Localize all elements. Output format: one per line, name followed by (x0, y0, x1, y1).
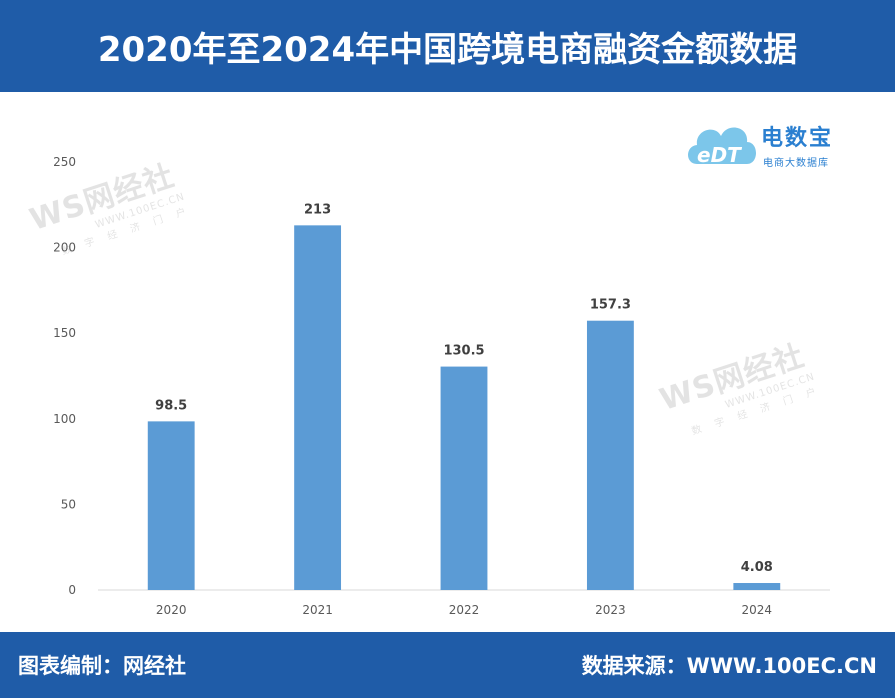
x-tick-label-2023: 2023 (595, 603, 626, 617)
bar-2024 (733, 583, 781, 590)
x-tick-label-2021: 2021 (302, 603, 333, 617)
bar-chart: 0 50 100 150 200 250 98.5 2020 213 2021 130.5 2022 1… (53, 155, 830, 617)
y-tick-label: 200 (53, 241, 76, 255)
x-tick-label-2024: 2024 (742, 603, 773, 617)
data-label-2022: 130.5 (443, 344, 484, 359)
data-label-2023: 157.3 (590, 298, 631, 313)
y-tick-label: 150 (53, 326, 76, 340)
data-label-2020: 98.5 (155, 398, 187, 413)
bar-2023 (586, 320, 634, 590)
y-tick-label: 250 (53, 155, 76, 169)
y-tick-label: 50 (61, 497, 76, 511)
logo-mark: eDT (697, 143, 742, 167)
bar-2020 (147, 421, 195, 590)
chart-header: 2020年至2024年中国跨境电商融资金额数据 (0, 0, 895, 92)
logo-subtitle: 电商大数据库 (763, 158, 829, 169)
x-tick-label-2020: 2020 (156, 603, 187, 617)
bar-2021 (294, 225, 342, 590)
y-tick-label: 0 (68, 583, 76, 597)
data-label-2024: 4.08 (741, 560, 773, 575)
chart-area: 0 50 100 150 200 250 98.5 2020 213 2021 130.5 2022 1… (0, 92, 895, 632)
cloud-logo-icon: eDT (688, 127, 756, 167)
footer-compiled-by: 图表编制：网经社 (18, 654, 186, 678)
y-tick-label: 100 (53, 412, 76, 426)
edt-logo: eDT 电数宝 电商大数据库 (683, 108, 875, 180)
chart-footer: 图表编制：网经社 数据来源：WWW.100EC.CN (0, 632, 895, 698)
logo-name: 电数宝 (761, 126, 834, 151)
data-label-2021: 213 (304, 202, 331, 217)
chart-title: 2020年至2024年中国跨境电商融资金额数据 (97, 29, 798, 70)
bar-2022 (440, 366, 488, 590)
x-tick-label-2022: 2022 (449, 603, 480, 617)
footer-source: 数据来源：WWW.100EC.CN (581, 654, 877, 678)
